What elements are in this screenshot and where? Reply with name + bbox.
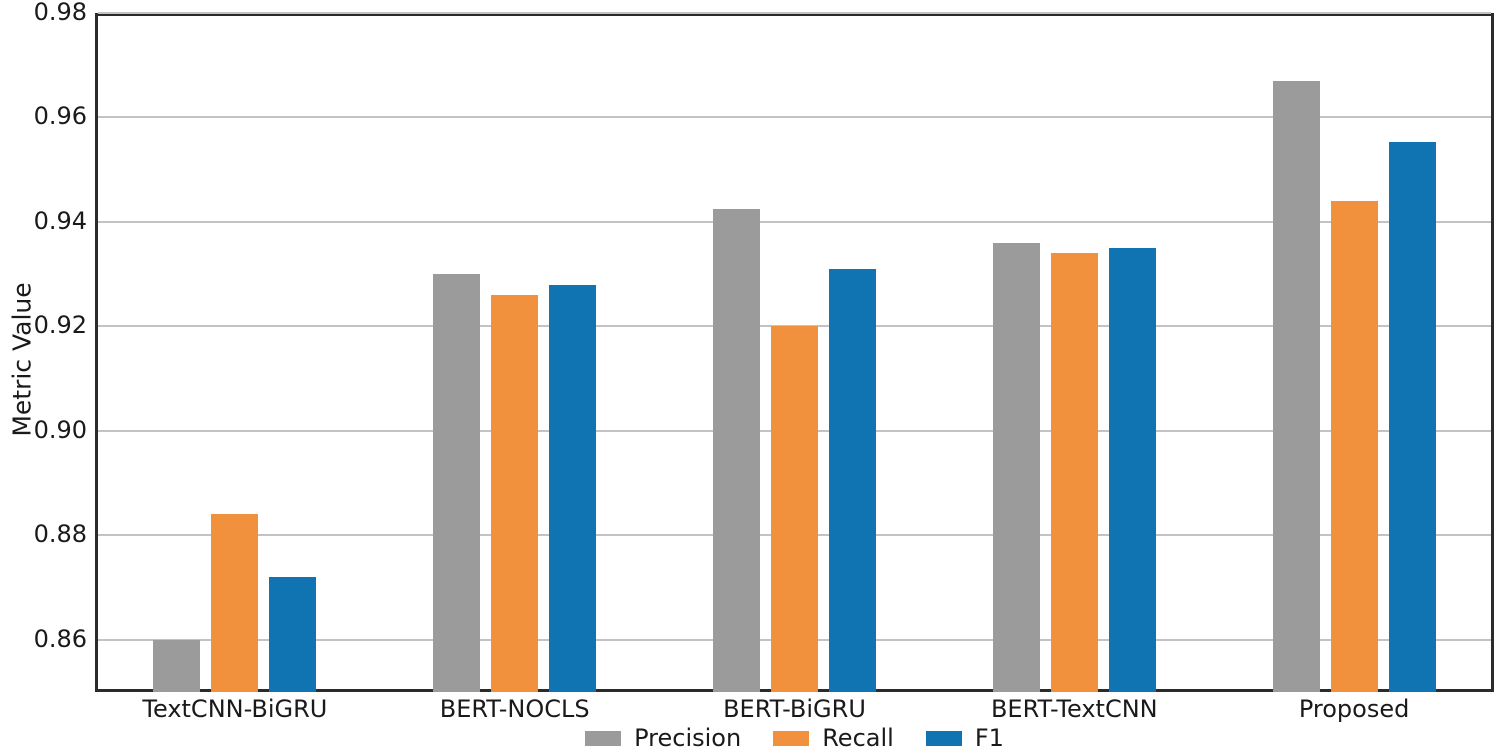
legend-swatch-recall	[773, 730, 810, 746]
gridline	[98, 116, 1491, 119]
bar-f1-bert-textcnn	[1108, 248, 1156, 692]
y-tick-label: 0.96	[33, 102, 87, 131]
legend-item-recall: Recall	[773, 724, 894, 752]
bar-precision-proposed	[1272, 80, 1320, 692]
x-tick-label-bert-nocls: BERT-NOCLS	[439, 695, 590, 723]
bar-recall-bert-nocls	[491, 295, 539, 692]
bar-precision-bert-textcnn	[992, 242, 1040, 692]
bar-recall-bert-textcnn	[1050, 253, 1098, 692]
legend: Precision Recall F1	[95, 724, 1494, 752]
bar-precision-bert-bigru	[713, 208, 760, 692]
legend-item-precision: Precision	[585, 724, 741, 752]
gridline	[98, 12, 1491, 14]
y-tick-label: 0.98	[33, 0, 87, 26]
legend-swatch-precision	[585, 730, 622, 746]
legend-item-f1: F1	[925, 724, 1004, 752]
y-tick-label: 0.92	[33, 311, 87, 340]
legend-swatch-f1	[925, 730, 962, 746]
x-tick-label-proposed: Proposed	[1298, 695, 1410, 723]
bar-recall-proposed	[1330, 201, 1378, 692]
bar-f1-textcnn-bigru	[269, 577, 317, 692]
bar-recall-textcnn-bigru	[211, 514, 259, 692]
bar-f1-bert-nocls	[549, 284, 597, 692]
legend-label-f1: F1	[974, 724, 1004, 752]
x-tick-label-textcnn-bigru: TextCNN-BiGRU	[142, 695, 328, 723]
bar-f1-bert-bigru	[829, 268, 876, 692]
plot-area	[95, 12, 1494, 692]
y-tick-label: 0.88	[33, 520, 87, 549]
y-tick-label: 0.86	[33, 624, 87, 653]
y-tick-label: 0.94	[33, 206, 87, 235]
bar-f1-proposed	[1388, 142, 1436, 692]
legend-label-recall: Recall	[822, 724, 894, 752]
x-tick-label-bert-textcnn: BERT-TextCNN	[990, 695, 1158, 723]
x-tick-label-bert-bigru: BERT-BiGRU	[723, 695, 866, 723]
gridline	[98, 220, 1491, 223]
bar-precision-bert-nocls	[433, 274, 481, 692]
y-tick-label: 0.90	[33, 415, 87, 444]
bar-precision-textcnn-bigru	[153, 639, 201, 692]
legend-label-precision: Precision	[634, 724, 742, 752]
bar-recall-bert-bigru	[771, 326, 818, 692]
